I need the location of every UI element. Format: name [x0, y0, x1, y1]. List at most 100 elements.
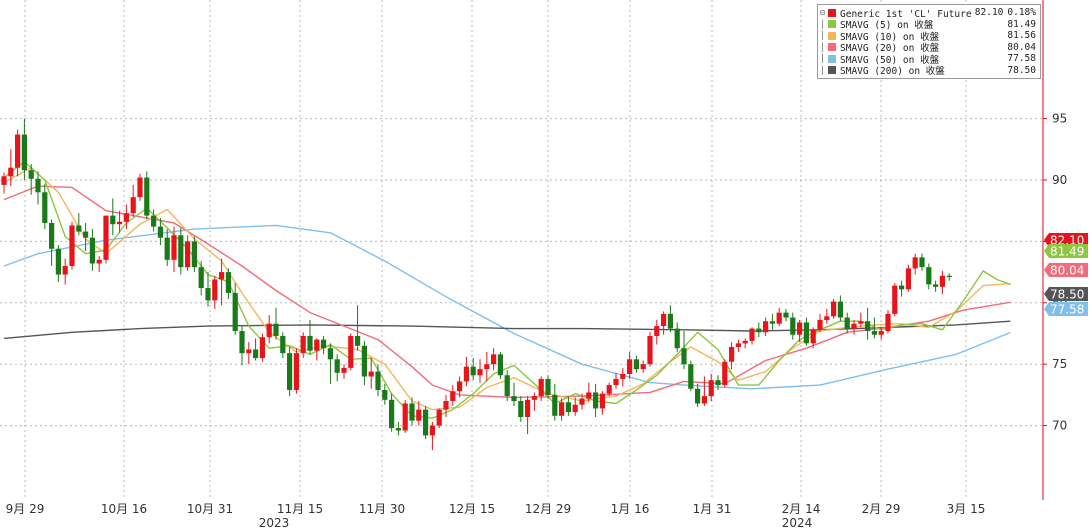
- candle-body: [198, 267, 204, 289]
- legend-label: SMAVG (10) on 收盤: [840, 31, 940, 43]
- candle-body: [416, 409, 422, 421]
- ma-line: [3, 224, 1011, 390]
- candle-body: [484, 364, 490, 370]
- candle-body: [661, 313, 667, 327]
- candle-body: [654, 326, 660, 336]
- candle-body: [178, 235, 184, 268]
- tree-branch-icon: │: [820, 54, 825, 64]
- candle-body: [824, 316, 830, 320]
- candle-body: [123, 213, 129, 222]
- candle-body: [912, 257, 918, 269]
- candle-body: [769, 321, 775, 324]
- candle-body: [946, 275, 952, 278]
- legend-entry: │ SMAVG (50) on 收盤 77.58: [820, 53, 1036, 66]
- candle-body: [749, 328, 755, 341]
- candle-body: [382, 389, 388, 400]
- candle-body: [191, 241, 197, 268]
- candle-body: [389, 399, 395, 429]
- candle-body: [844, 317, 850, 329]
- candle-body: [55, 248, 61, 275]
- candle-body: [470, 366, 476, 376]
- candle-body: [76, 225, 82, 232]
- candle-body: [735, 343, 741, 348]
- year-label: 2024: [782, 516, 813, 530]
- x-tick-label: 12月 15: [449, 502, 495, 516]
- candle-body: [334, 359, 340, 373]
- legend-value: 80.04: [1007, 41, 1036, 53]
- candle-body: [831, 301, 837, 317]
- tree-branch-icon: │: [820, 42, 825, 52]
- candle-body: [640, 364, 646, 370]
- candle-body: [368, 371, 374, 377]
- candle-body: [722, 361, 728, 386]
- candle-body: [525, 399, 531, 418]
- tree-branch-icon: │: [820, 31, 825, 41]
- candle-body: [817, 319, 823, 330]
- candle-body: [375, 371, 381, 390]
- value-tag: [1044, 233, 1088, 247]
- candle-body: [1, 176, 7, 185]
- candle-body: [545, 378, 551, 395]
- candle-body: [531, 396, 537, 400]
- x-tick-label: 10月 31: [187, 502, 233, 516]
- candle-body: [579, 398, 585, 405]
- candle-body: [892, 285, 898, 314]
- candle-body: [280, 335, 286, 354]
- year-label: 2023: [259, 516, 290, 530]
- candle-body: [926, 267, 932, 285]
- candle-body: [402, 403, 408, 431]
- candle-body: [783, 312, 789, 318]
- candle-body: [96, 259, 102, 264]
- candle-body: [586, 392, 592, 399]
- value-tag-label: 80.04: [1050, 264, 1084, 278]
- legend-entry: │ SMAVG (10) on 收盤 81.56: [820, 30, 1036, 43]
- candle-body: [463, 366, 469, 382]
- legend-value: 81.56: [1007, 30, 1036, 42]
- tree-branch-icon: │: [820, 19, 825, 29]
- value-tag-label: 77.58: [1050, 303, 1084, 317]
- candle-body: [69, 225, 75, 266]
- candle-body: [674, 328, 680, 349]
- candle-body: [701, 396, 707, 404]
- candle-body: [246, 349, 252, 354]
- candle-body: [239, 331, 245, 354]
- candle-body: [395, 428, 401, 431]
- y-tick-label: 95: [1052, 112, 1067, 126]
- y-tick-label: 70: [1052, 419, 1067, 433]
- candle-body: [899, 285, 905, 290]
- candle-body: [572, 404, 578, 413]
- x-tick-label: 11月 30: [359, 502, 405, 516]
- candle-body: [219, 272, 225, 280]
- candle-body: [28, 170, 34, 179]
- legend-entry: │ SMAVG (20) on 收盤 80.04: [820, 41, 1036, 55]
- candlesticks: [1, 118, 952, 451]
- candle-body: [729, 347, 735, 362]
- x-tick-label: 10月 16: [101, 502, 147, 516]
- candle-body: [259, 337, 265, 359]
- candle-body: [593, 392, 599, 409]
- candle-body: [933, 284, 939, 287]
- candle-body: [905, 268, 911, 290]
- candle-body: [627, 359, 633, 375]
- candle-body: [851, 323, 857, 329]
- candle-body: [858, 321, 864, 324]
- candle-body: [117, 221, 123, 225]
- legend-swatch: [828, 66, 836, 75]
- candle-body: [348, 335, 354, 368]
- legend-swatch: [828, 20, 836, 29]
- candle-body: [715, 380, 721, 386]
- expand-icon: ⊟: [820, 8, 825, 18]
- candle-body: [137, 177, 143, 198]
- legend: ⊟ Generic 1st 'CL' Future - 最新價82.100.18%…: [817, 4, 1041, 79]
- legend-entry: │ SMAVG (200) on 收盤 78.50: [820, 65, 1036, 78]
- candle-body: [620, 374, 626, 379]
- candle-body: [62, 265, 68, 275]
- value-tag-label: 78.50: [1050, 288, 1084, 302]
- candle-body: [103, 215, 109, 260]
- legend-entry: │ SMAVG (5) on 收盤 81.49: [820, 19, 1036, 32]
- legend-value: 82.10: [974, 7, 1004, 19]
- value-tag: [1044, 287, 1088, 301]
- candle-body: [776, 312, 782, 324]
- candle-body: [110, 215, 116, 225]
